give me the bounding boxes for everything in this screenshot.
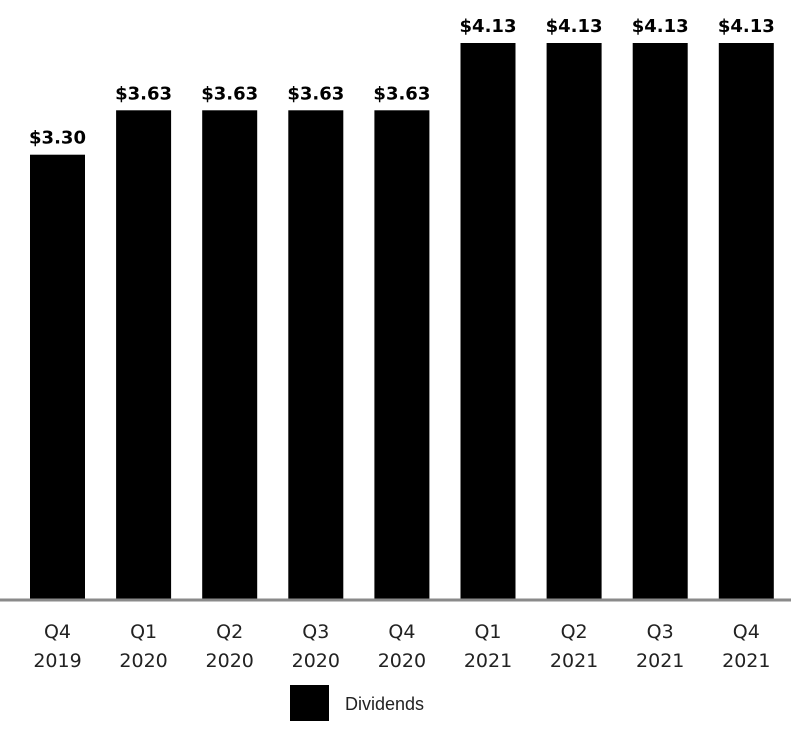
legend-label-dividends: Dividends (345, 694, 424, 714)
x-tick-label-group: Q4 2019 Q1 2020 Q2 2020 Q3 2020 Q4 2020 Q1 2021 Q2 20… (33, 621, 770, 672)
bar-q3-2021 (632, 43, 688, 599)
x-tick-label-year: 2020 (292, 650, 340, 672)
x-tick-label-quarter: Q4 (733, 621, 760, 643)
x-tick-label-year: 2021 (464, 650, 512, 672)
bar-q1-2021 (460, 43, 516, 599)
x-tick-label-year: 2020 (206, 650, 254, 672)
x-tick-label-quarter: Q2 (216, 621, 243, 643)
x-tick-label-quarter: Q2 (561, 621, 588, 643)
bar-group (30, 43, 774, 600)
legend-swatch-dividends (290, 685, 329, 721)
bar-q4-2020 (374, 110, 430, 600)
data-label: $3.63 (287, 83, 344, 104)
data-label: $3.63 (373, 83, 430, 104)
x-tick-label-quarter: Q3 (302, 621, 329, 643)
data-label: $4.13 (632, 16, 689, 37)
data-label-group: $3.30 $3.63 $3.63 $3.63 $3.63 $4.13 $4.13 $4.13… (29, 16, 775, 149)
data-label: $3.30 (29, 128, 86, 149)
bar-q4-2021 (718, 43, 774, 599)
x-tick-label-year: 2021 (722, 650, 770, 672)
x-tick-label-quarter: Q4 (388, 621, 415, 643)
data-label: $4.13 (718, 16, 775, 37)
data-label: $4.13 (460, 16, 517, 37)
x-tick-label-quarter: Q4 (44, 621, 71, 643)
bar-q3-2020 (288, 110, 344, 600)
data-label: $3.63 (115, 83, 172, 104)
legend: Dividends (290, 685, 424, 721)
bar-q4-2019 (30, 154, 85, 599)
bar-q2-2020 (202, 110, 258, 600)
x-tick-label-year: 2020 (378, 650, 426, 672)
x-tick-label-quarter: Q1 (130, 621, 157, 643)
bar-q1-2020 (116, 110, 172, 600)
data-label: $3.63 (201, 83, 258, 104)
x-tick-label-year: 2019 (33, 650, 81, 672)
x-tick-label-year: 2021 (550, 650, 598, 672)
x-tick-label-year: 2020 (119, 650, 167, 672)
bar-q2-2021 (546, 43, 602, 599)
x-tick-label-quarter: Q1 (474, 621, 501, 643)
data-label: $4.13 (546, 16, 603, 37)
x-tick-label-year: 2021 (636, 650, 684, 672)
x-tick-label-quarter: Q3 (647, 621, 674, 643)
